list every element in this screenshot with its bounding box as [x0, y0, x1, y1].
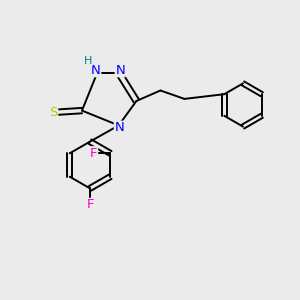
Text: N: N — [91, 64, 101, 77]
Text: S: S — [49, 106, 58, 118]
Text: H: H — [83, 56, 92, 66]
Text: N: N — [114, 121, 124, 134]
Text: F: F — [90, 147, 98, 160]
Text: N: N — [115, 64, 125, 77]
Text: F: F — [86, 198, 94, 212]
